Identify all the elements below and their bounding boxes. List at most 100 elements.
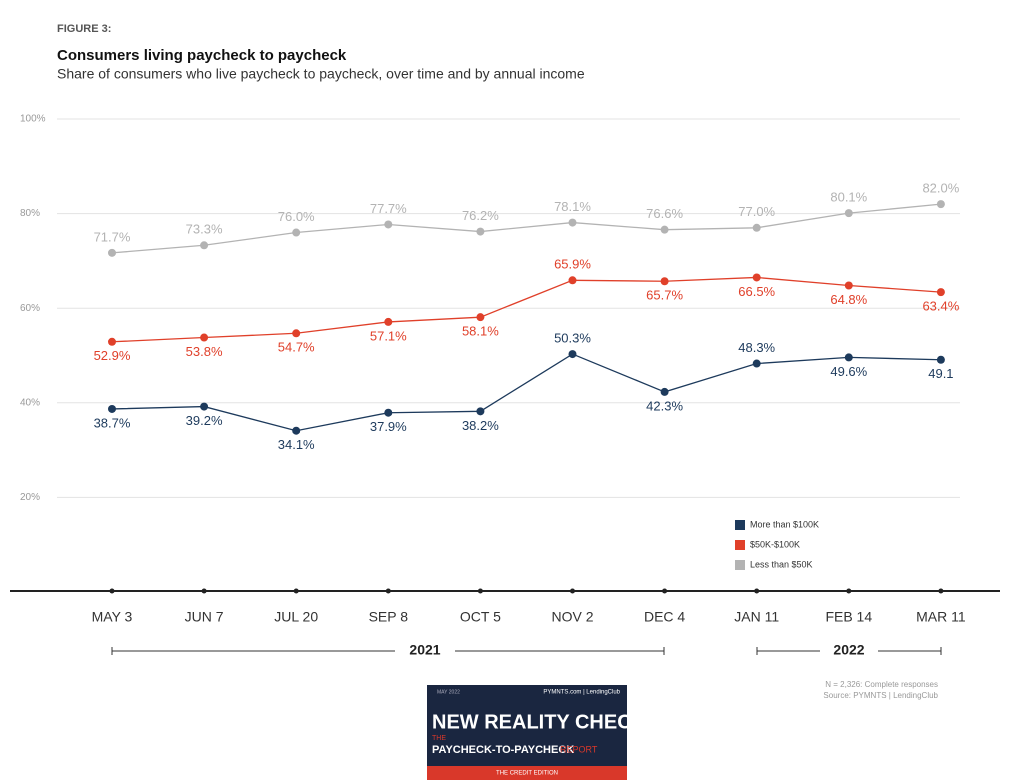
data-point [568, 350, 577, 359]
data-label: 64.8% [830, 292, 867, 307]
data-label: 39.2% [186, 413, 223, 428]
cover-edition: THE CREDIT EDITION [496, 771, 558, 777]
data-point [660, 225, 669, 234]
data-label: 76.0% [278, 209, 315, 224]
timeline-dot [662, 588, 668, 594]
data-label: 38.2% [462, 418, 499, 433]
timeline-dot [477, 588, 483, 594]
year-label: 2021 [409, 642, 440, 658]
footnote: N = 2,326: Complete responses [825, 680, 938, 689]
y-tick-label: 60% [20, 303, 40, 314]
timeline-dot [846, 588, 852, 594]
data-point [108, 404, 116, 413]
timeline-dot [754, 588, 760, 594]
x-tick-label: MAR 11 [916, 609, 966, 625]
data-point [660, 387, 669, 396]
data-label: 52.9% [94, 348, 131, 363]
data-point [108, 337, 116, 346]
cover-date: MAY 2022 [437, 689, 460, 695]
x-tick-label: OCT 5 [460, 609, 501, 625]
data-point [752, 359, 761, 368]
data-label: 82.0% [922, 181, 959, 196]
timeline-dot [293, 588, 299, 594]
data-point [752, 223, 761, 232]
data-label: 65.9% [554, 257, 591, 272]
data-point [108, 248, 116, 257]
data-point [936, 288, 945, 297]
x-tick-label: NOV 2 [551, 609, 593, 625]
chart-subtitle: Share of consumers who live paycheck to … [57, 66, 585, 82]
series-line [111, 276, 941, 343]
series-line [111, 353, 941, 432]
data-point [476, 227, 485, 236]
data-label: 71.7% [94, 229, 131, 244]
cover-kicker: THE [432, 735, 446, 742]
data-point [200, 402, 209, 411]
y-tick-label: 20% [20, 492, 40, 503]
data-point [200, 333, 209, 342]
data-label: 77.0% [738, 204, 775, 219]
legend-swatch [735, 560, 745, 570]
year-label: 2022 [833, 642, 864, 658]
data-point [568, 276, 577, 285]
y-tick-label: 40% [20, 397, 40, 408]
timeline-dot [201, 588, 207, 594]
data-point [752, 273, 761, 282]
data-point [476, 313, 485, 322]
data-point [384, 408, 393, 417]
y-tick-label: 80% [20, 208, 40, 219]
x-tick-label: JUN 7 [185, 609, 224, 625]
legend-label: More than $100K [750, 519, 819, 529]
timeline-dot [385, 588, 391, 594]
y-tick-label: 100% [20, 114, 46, 125]
data-label: 63.4% [922, 299, 959, 314]
data-point [844, 281, 853, 290]
cover-subtitle: PAYCHECK-TO-PAYCHECK [432, 744, 574, 756]
data-point [292, 426, 301, 435]
data-label: 34.1% [278, 437, 315, 452]
data-point [844, 353, 853, 362]
x-tick-label: JUL 20 [274, 609, 318, 625]
x-tick-label: FEB 14 [825, 609, 872, 625]
data-label: 73.3% [186, 222, 223, 237]
data-point [384, 317, 393, 326]
footnote: Source: PYMNTS | LendingClub [823, 691, 938, 700]
data-label: 49.1 [928, 366, 953, 381]
cover-subtitle-tail: REPORT [560, 744, 598, 754]
legend-swatch [735, 540, 745, 550]
data-label: 76.2% [462, 208, 499, 223]
x-tick-label: JAN 11 [734, 609, 779, 625]
year-brackets [111, 647, 942, 655]
data-point [844, 209, 853, 218]
x-tick-label: MAY 3 [92, 609, 133, 625]
timeline-dot [938, 588, 944, 594]
timeline-dot [109, 588, 115, 594]
data-label: 37.9% [370, 419, 407, 434]
series-line [111, 203, 941, 254]
data-label: 42.3% [646, 398, 683, 413]
x-tick-label: SEP 8 [369, 609, 409, 625]
x-tick-label: DEC 4 [644, 609, 685, 625]
legend-label: Less than $50K [750, 559, 813, 569]
data-label: 66.5% [738, 284, 775, 299]
data-point [936, 355, 945, 364]
data-label: 50.3% [554, 331, 591, 346]
data-label: 53.8% [186, 344, 223, 359]
data-point [568, 218, 577, 227]
data-label: 58.1% [462, 324, 499, 339]
data-point [384, 220, 393, 229]
chart-title: Consumers living paycheck to paycheck [57, 47, 347, 64]
data-label: 80.1% [830, 190, 867, 205]
data-point [292, 329, 301, 338]
data-label: 57.1% [370, 328, 407, 343]
legend-swatch [735, 520, 745, 530]
data-point [200, 241, 209, 250]
data-point [476, 407, 485, 416]
data-label: 48.3% [738, 340, 775, 355]
figure-label: FIGURE 3: [57, 23, 111, 35]
report-cover: MAY 2022 PYMNTS.com | LendingClub NEW RE… [427, 685, 653, 780]
legend-label: $50K-$100K [750, 539, 800, 549]
data-label: 77.7% [370, 201, 407, 216]
data-label: 78.1% [554, 199, 591, 214]
